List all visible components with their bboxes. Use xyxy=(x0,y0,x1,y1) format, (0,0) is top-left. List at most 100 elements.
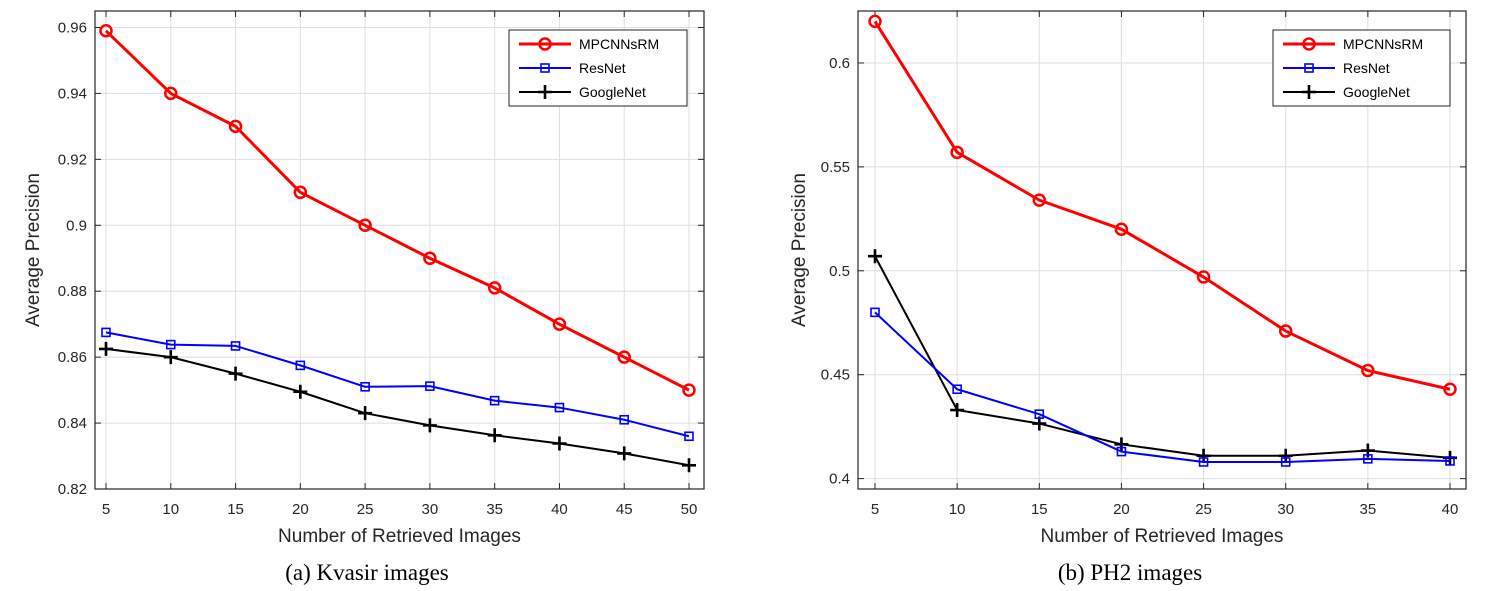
series-googlenet xyxy=(99,341,696,473)
y-tick-label: 0.94 xyxy=(58,85,87,102)
x-tick-label: 25 xyxy=(357,501,374,518)
axes-box xyxy=(94,10,705,490)
series-line xyxy=(874,311,1451,463)
y-tick-label: 0.55 xyxy=(821,159,850,176)
data-point xyxy=(99,341,113,356)
legend-label: GoogleNet xyxy=(1343,84,1410,100)
x-tick-label: 5 xyxy=(871,501,879,518)
series-line xyxy=(105,331,690,438)
legend-item-resnet: ResNet xyxy=(1283,60,1390,76)
data-point xyxy=(1114,437,1129,452)
series-line xyxy=(874,255,1451,459)
data-point xyxy=(552,436,567,451)
data-point xyxy=(684,431,694,442)
data-point xyxy=(1443,382,1457,396)
y-tick-label: 0.9 xyxy=(66,217,87,234)
legend-marker xyxy=(540,63,550,73)
data-point xyxy=(1280,457,1291,467)
data-point xyxy=(617,446,632,461)
data-point xyxy=(1361,363,1375,378)
x-tick-label: 35 xyxy=(1360,501,1377,518)
data-point xyxy=(423,251,437,265)
y-tick-label: 0.45 xyxy=(821,367,850,384)
x-tick-label: 35 xyxy=(486,501,503,518)
data-point xyxy=(952,384,962,395)
data-point xyxy=(950,403,965,418)
series-resnet xyxy=(870,307,1455,467)
chart-caption: (a) Kvasir images xyxy=(285,560,449,585)
x-tick-label: 10 xyxy=(162,501,179,518)
data-point xyxy=(358,406,373,421)
legend-label: ResNet xyxy=(579,60,626,76)
legend-marker xyxy=(538,85,552,99)
x-tick-label: 15 xyxy=(1031,501,1048,518)
y-tick-label: 0.86 xyxy=(58,349,87,366)
data-point xyxy=(422,418,437,433)
x-tick-label: 50 xyxy=(681,501,698,518)
data-point xyxy=(1032,193,1047,207)
y-axis-label: Average Precision xyxy=(23,173,44,327)
data-point xyxy=(164,86,178,101)
series-googlenet xyxy=(868,249,1457,465)
series-mpcnnsrm xyxy=(868,14,1457,396)
y-tick-label: 0.6 xyxy=(829,55,850,72)
data-point xyxy=(1196,270,1211,284)
x-tick-label: 25 xyxy=(1195,501,1212,518)
x-axis-label: Number of Retrieved Images xyxy=(1041,526,1284,547)
data-point xyxy=(487,281,502,295)
legend-item-googlenet: GoogleNet xyxy=(1283,84,1410,100)
data-point xyxy=(360,382,370,392)
data-point xyxy=(1114,222,1129,236)
x-tick-label: 45 xyxy=(616,501,633,518)
x-tick-label: 40 xyxy=(1442,501,1459,518)
legend: MPCNNsRM ResNet GoogleNet xyxy=(1272,29,1451,107)
data-point xyxy=(230,341,241,351)
x-tick-label: 15 xyxy=(227,501,244,518)
data-point xyxy=(1196,448,1211,463)
data-point xyxy=(1116,446,1127,457)
data-point xyxy=(358,218,372,233)
y-tick-label: 0.84 xyxy=(58,415,87,432)
data-point xyxy=(228,119,243,134)
data-point xyxy=(617,350,631,364)
series-mpcnnsrm xyxy=(99,24,696,397)
data-point xyxy=(99,24,113,38)
x-axis-label: Number of Retrieved Images xyxy=(278,526,521,547)
series-resnet xyxy=(101,327,694,442)
legend-marker xyxy=(1304,63,1314,73)
x-tick-label: 5 xyxy=(102,501,110,518)
legend-label: MPCNNsRM xyxy=(1343,36,1423,52)
data-point xyxy=(1278,448,1293,463)
series-line xyxy=(104,29,690,392)
data-point xyxy=(1034,409,1045,419)
data-point xyxy=(295,360,306,371)
data-point xyxy=(552,317,567,331)
data-point xyxy=(682,383,696,397)
y-tick-label: 0.82 xyxy=(58,481,87,498)
x-tick-label: 20 xyxy=(292,501,309,518)
legend-marker xyxy=(1302,85,1316,99)
x-tick-label: 40 xyxy=(551,501,568,518)
data-point xyxy=(489,395,500,406)
data-point xyxy=(1278,324,1293,338)
data-point xyxy=(228,366,243,381)
y-tick-label: 0.5 xyxy=(829,263,850,280)
axes-box xyxy=(857,10,1467,490)
legend-marker xyxy=(1302,37,1316,51)
legend-label: GoogleNet xyxy=(579,84,646,100)
data-point xyxy=(1445,456,1455,466)
legend-item-mpcnnsrm: MPCNNsRM xyxy=(1283,36,1423,52)
chart-ph2: 5 10 15 20 25 30 35 40 0.4 0.45 0.5 0.55 0.6 Number o… xyxy=(789,10,1467,585)
data-point xyxy=(487,428,502,443)
legend: MPCNNsRM ResNet GoogleNet xyxy=(508,29,688,107)
data-point xyxy=(868,249,882,264)
x-tick-label: 10 xyxy=(949,501,966,518)
data-point xyxy=(163,350,178,365)
series-line xyxy=(105,347,690,467)
data-point xyxy=(868,14,882,29)
data-point xyxy=(293,384,308,399)
x-tick-label: 30 xyxy=(1277,501,1294,518)
y-axis-label: Average Precision xyxy=(789,173,810,327)
data-point xyxy=(619,414,630,425)
